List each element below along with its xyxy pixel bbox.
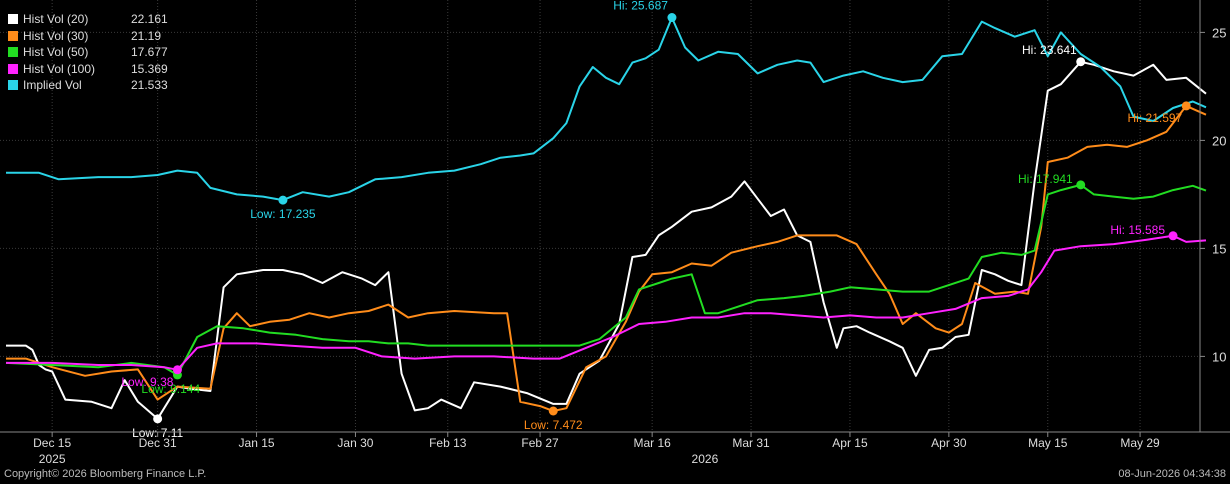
timestamp: 08-Jun-2026 04:34:38 <box>1118 468 1226 480</box>
annotation-label: Hi: 23.641 <box>1022 43 1077 57</box>
x-year-label: 2026 <box>692 452 719 466</box>
x-tick-label: Feb 13 <box>429 436 467 450</box>
legend-label: Hist Vol (50) <box>23 45 89 59</box>
legend-item-hist-vol-30[interactable]: Hist Vol (30) 21.19 <box>8 28 168 45</box>
y-tick-label: 10 <box>1212 349 1226 364</box>
y-tick-label: 25 <box>1212 25 1226 40</box>
annotation-label: Low: 17.235 <box>250 207 316 221</box>
x-tick-label: May 29 <box>1120 436 1160 450</box>
annotation-marker <box>667 13 677 23</box>
x-tick-label: Jan 15 <box>239 436 275 450</box>
legend-label: Implied Vol <box>23 78 82 92</box>
annotation-label: Hi: 17.941 <box>1018 172 1073 186</box>
annotation-marker <box>153 414 163 424</box>
series-lines <box>5 16 1207 420</box>
legend-item-hist-vol-20[interactable]: Hist Vol (20) 22.161 <box>8 11 168 28</box>
legend: Hist Vol (20) 22.161 Hist Vol (30) 21.19… <box>8 11 168 94</box>
annotation-marker <box>1076 180 1086 190</box>
legend-swatch <box>8 14 18 25</box>
legend-item-hist-vol-50[interactable]: Hist Vol (50) 17.677 <box>8 44 168 61</box>
annotation-label: Hi: 21.597 <box>1128 111 1183 125</box>
legend-value: 15.369 <box>131 61 168 76</box>
annotation-marker <box>1181 101 1191 111</box>
x-year-label: 2025 <box>39 452 66 466</box>
annotation-label: Hi: 25.687 <box>613 0 668 13</box>
x-tick-label: Apr 15 <box>832 436 868 450</box>
legend-label: Hist Vol (30) <box>23 28 89 43</box>
series-line-hist-vol-100 <box>6 234 1207 371</box>
legend-item-implied-vol[interactable]: Implied Vol 21.533 <box>8 77 168 94</box>
x-tick-label: Feb 27 <box>521 436 559 450</box>
footer: Copyright© 2026 Bloomberg Finance L.P. 0… <box>0 467 1230 484</box>
annotation-label: Low: 9.38 <box>121 375 173 389</box>
x-tick-label: Apr 30 <box>931 436 967 450</box>
annotation-marker <box>548 406 558 416</box>
legend-label: Hist Vol (20) <box>23 12 89 26</box>
series-line-hist-vol-20 <box>6 60 1207 420</box>
series-line-implied-vol <box>6 16 1207 202</box>
legend-label: Hist Vol (100) <box>23 61 96 76</box>
legend-value: 17.677 <box>131 45 168 59</box>
legend-swatch <box>8 80 18 91</box>
annotation-marker <box>278 195 288 205</box>
annotation-marker <box>172 365 182 375</box>
y-tick-label: 20 <box>1212 133 1226 148</box>
legend-swatch <box>8 47 18 58</box>
legend-swatch <box>8 63 18 74</box>
legend-item-hist-vol-100[interactable]: Hist Vol (100) 15.369 <box>8 61 168 78</box>
y-tick-label: 15 <box>1212 241 1226 256</box>
annotation-label: Low: 7.472 <box>524 418 583 432</box>
x-tick-label: Mar 16 <box>633 436 671 450</box>
series-line-hist-vol-50 <box>5 183 1207 376</box>
x-tick-label: Dec 15 <box>33 436 71 450</box>
annotation-marker <box>1168 231 1178 241</box>
legend-swatch <box>8 30 18 41</box>
annotation-label: Hi: 15.585 <box>1110 223 1165 237</box>
annotation-label: Low: 9.144 <box>141 382 200 396</box>
copyright-text: Copyright© 2026 Bloomberg Finance L.P. <box>4 468 207 480</box>
legend-value: 21.533 <box>131 78 168 92</box>
legend-value: 22.161 <box>131 12 168 26</box>
x-tick-label: Dec 31 <box>139 436 177 450</box>
legend-value: 21.19 <box>131 28 162 43</box>
series-line-hist-vol-30 <box>6 104 1207 412</box>
x-tick-label: Mar 31 <box>732 436 770 450</box>
x-tick-label: Jan 30 <box>337 436 373 450</box>
x-tick-label: May 15 <box>1028 436 1068 450</box>
annotation-marker <box>1076 57 1086 67</box>
